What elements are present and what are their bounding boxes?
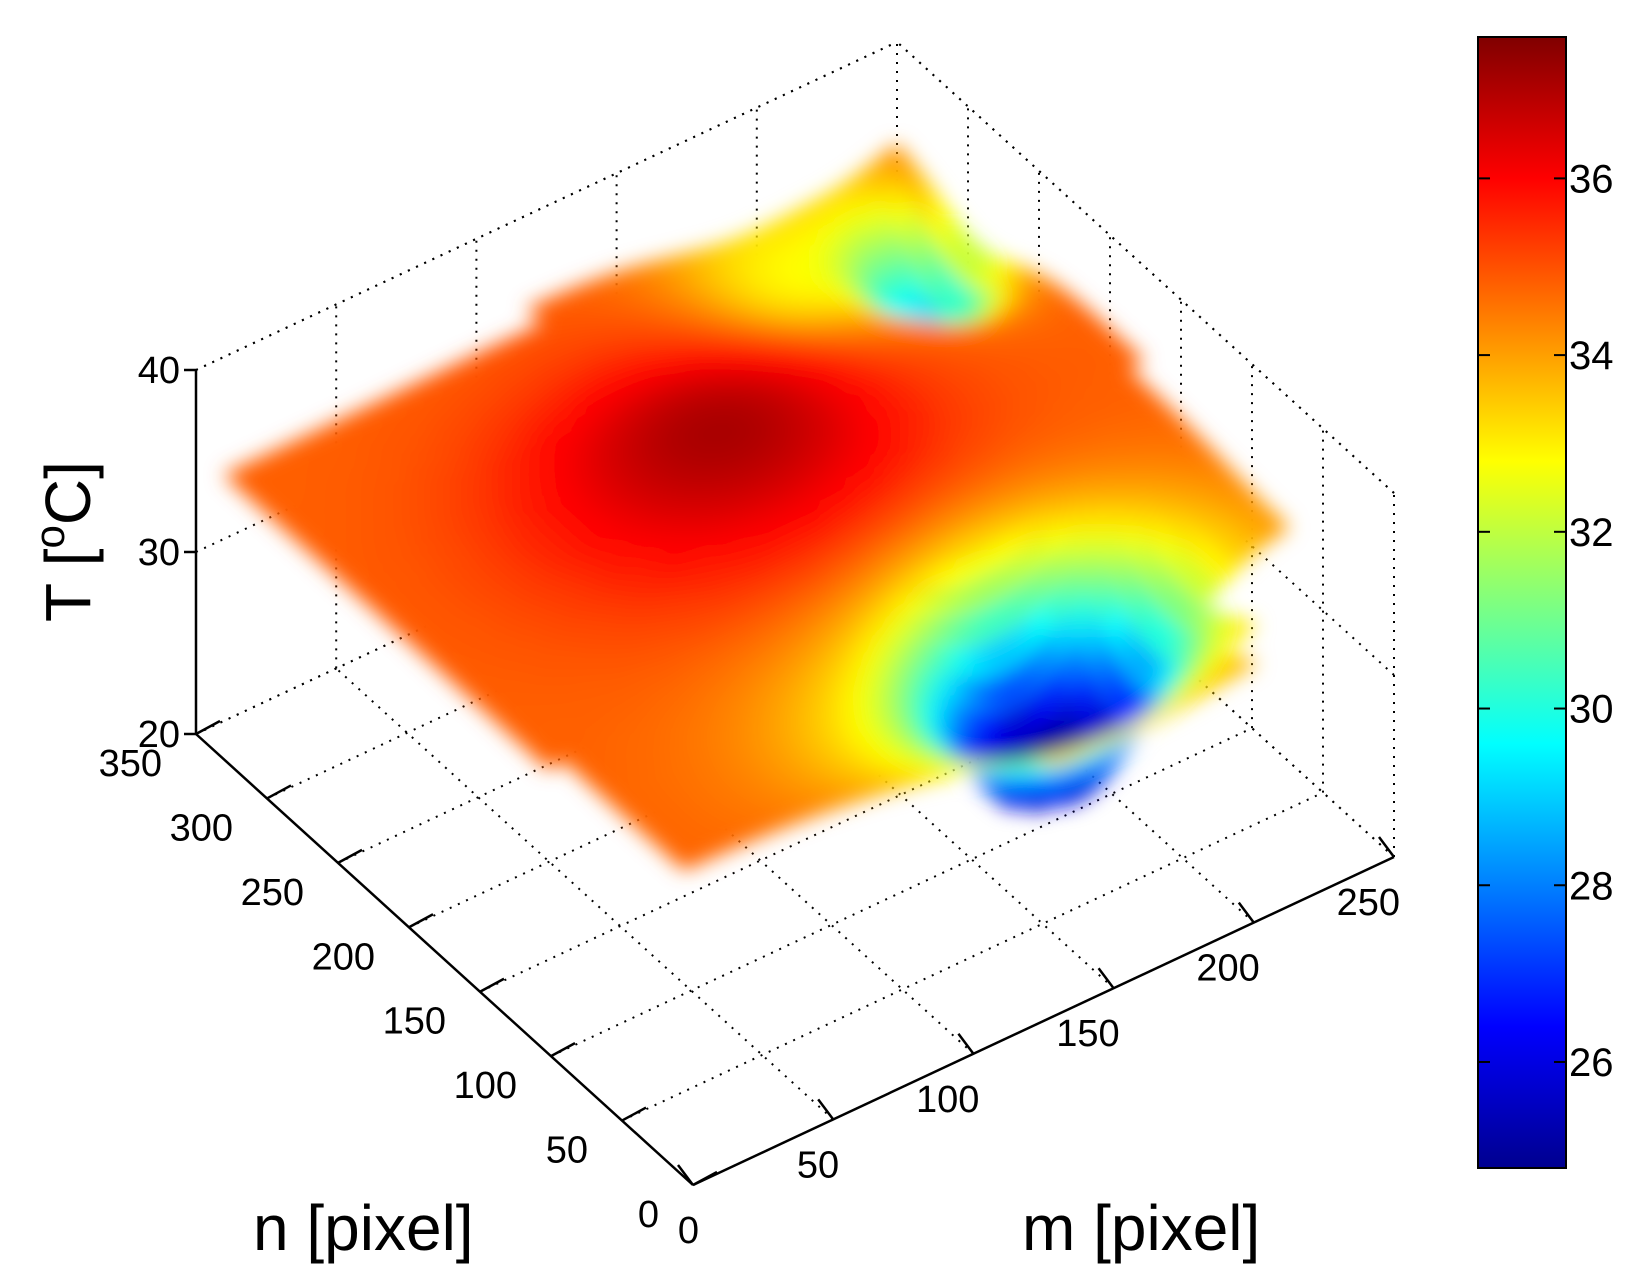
surface-colour-field [222, 143, 1291, 871]
m-axis-tick [1237, 901, 1255, 924]
n-axis-tick-label: 50 [546, 1130, 588, 1172]
m-axis-tick-label: 0 [678, 1210, 699, 1252]
colorbar-tick-label: 30 [1569, 688, 1614, 732]
n-axis-tick-label: 250 [241, 872, 304, 914]
n-axis-line [195, 733, 694, 1186]
colorbar-tick-label: 26 [1569, 1041, 1614, 1085]
m-axis-tick-label: 200 [1196, 948, 1259, 990]
m-axis-tick [1097, 967, 1115, 989]
n-axis-tick [337, 848, 363, 864]
m-axis-tick [817, 1098, 835, 1121]
t-axis-tick-label: 40 [138, 350, 180, 392]
n-axis-tick [266, 784, 292, 800]
m-axis-tick-label: 100 [916, 1079, 979, 1121]
m-axis-tick [1378, 836, 1395, 858]
colorbar-tick-label: 36 [1569, 157, 1614, 201]
n-axis-tick-label: 0 [638, 1194, 659, 1236]
n-axis-tick-label: 100 [454, 1065, 517, 1107]
n-axis-tick-label: 350 [99, 743, 162, 785]
n-axis-tick [479, 977, 505, 993]
t-axis-tick-label: 30 [138, 532, 180, 574]
m-axis-tick [957, 1033, 975, 1055]
n-axis-tick [621, 1106, 647, 1122]
n-axis-tick [195, 719, 221, 736]
m-axis-tick [677, 1164, 694, 1186]
m-axis-ticks: 0 50 100 150 200 250 [677, 836, 1400, 1252]
n-axis-tick-label: 200 [312, 936, 375, 978]
colorbar-ticks: 26 28 30 32 34 36 [1478, 157, 1614, 1085]
colorbar-tick-label: 34 [1569, 334, 1614, 378]
colorbar-scale [1477, 36, 1567, 1169]
m-axis-tick-label: 50 [797, 1144, 839, 1186]
t-axis-label-unit: C] [32, 461, 104, 525]
t-axis-tick-label: 20 [138, 714, 180, 756]
t-axis-ticks: 20 30 40 [138, 350, 196, 756]
colorbar: 26 28 30 32 34 36 [1477, 36, 1614, 1169]
m-axis-tick-label: 250 [1337, 882, 1400, 924]
svg-text:T [oC]: T [oC] [26, 461, 104, 622]
m-axis-line [692, 855, 1395, 1187]
m-axis-label: m [pixel] [1022, 1192, 1260, 1264]
n-axis-tick-label: 150 [383, 1001, 446, 1043]
n-axis-tick [550, 1042, 576, 1058]
t-axis-label: T [oC] [26, 461, 104, 622]
surface-patch [538, 752, 567, 770]
n-axis-label: n [pixel] [253, 1192, 474, 1264]
n-axis-tick-label: 300 [170, 807, 233, 849]
colorbar-tick-label: 28 [1569, 864, 1614, 908]
n-axis-tick [408, 913, 434, 929]
surface-patch [674, 853, 703, 871]
t-axis-label-superscript: o [26, 525, 73, 548]
t-axis-label-base: T [ [32, 548, 104, 622]
m-axis-tick-label: 150 [1056, 1013, 1119, 1055]
colorbar-tick-label: 32 [1569, 511, 1614, 555]
n-axis-tick [692, 1170, 718, 1187]
grid-line-floor-m [335, 667, 834, 1121]
temperature-surface [222, 143, 1291, 871]
grid-edge [896, 41, 1395, 494]
surface-patch [1043, 757, 1075, 768]
